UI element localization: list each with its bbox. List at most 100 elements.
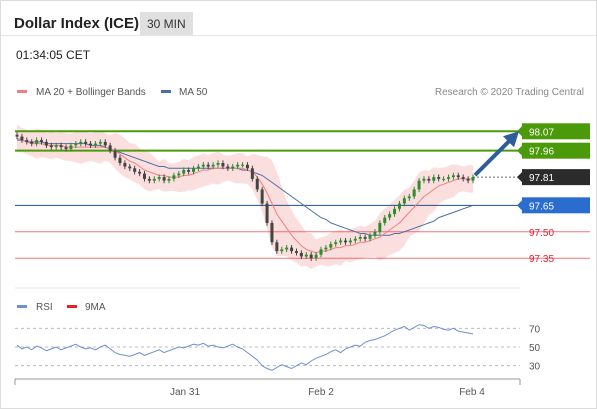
candle-body	[412, 189, 416, 197]
candle-body	[138, 171, 142, 174]
candle-body	[402, 198, 406, 204]
resistance-level-tag-pointer	[517, 145, 522, 156]
projection-arrow-head	[503, 131, 519, 148]
candle-body	[466, 178, 470, 181]
candle-body	[348, 240, 352, 243]
candle-body	[265, 203, 269, 223]
resistance-level-tag-pointer	[517, 126, 522, 137]
support-level-label: 97.35	[529, 254, 554, 265]
timeframe-badge[interactable]: 30 MIN	[140, 12, 193, 36]
support-level-label: 97.50	[529, 228, 554, 239]
chart-header: Dollar Index (ICE) 30 MIN	[1, 1, 596, 36]
candle-body	[378, 222, 382, 232]
candle-body	[417, 180, 421, 190]
pivot-level-tag-pointer	[517, 200, 522, 211]
rsi-tick-label: 30	[529, 362, 541, 373]
candle-body	[260, 189, 264, 204]
candle-body	[201, 164, 205, 167]
candle-body	[157, 177, 161, 179]
candle-body	[113, 150, 117, 158]
candle-body	[309, 254, 313, 259]
candle-body	[314, 254, 318, 259]
candle-body	[294, 251, 298, 253]
ma20-legend-swatch	[17, 90, 27, 93]
candle-body	[437, 177, 441, 179]
pivot-level-label: 97.65	[529, 201, 554, 212]
ma20-legend-label: MA 20 + Bollinger Bands	[36, 87, 146, 98]
candle-body	[250, 168, 254, 179]
candle-body	[64, 147, 68, 149]
rsi-tick-label: 50	[529, 343, 541, 354]
candle-body	[383, 217, 387, 223]
candle-body	[432, 177, 436, 181]
candle-body	[142, 173, 146, 179]
ma50-legend-label: MA 50	[179, 87, 208, 98]
candle-body	[471, 177, 475, 181]
candle-body	[133, 168, 137, 172]
candle-body	[25, 140, 29, 142]
candle-body	[167, 178, 171, 181]
rsi-tick-label: 70	[529, 324, 541, 335]
candle-body	[358, 237, 362, 239]
candle-body	[79, 141, 83, 144]
candle-body	[152, 178, 156, 181]
candle-body	[59, 145, 63, 148]
ma20-line	[16, 137, 473, 254]
pivot-level-tag	[522, 197, 590, 214]
candle-body	[15, 134, 19, 137]
rsi-ma-legend-label: 9MA	[85, 302, 106, 313]
candle-body	[456, 175, 460, 178]
candle-body	[226, 166, 230, 169]
candle-body	[353, 238, 357, 241]
candle-body	[93, 143, 97, 146]
resistance-level-tag	[522, 142, 590, 159]
rsi-legend-swatch	[17, 305, 27, 308]
timestamp: 01:34:05 CET	[16, 48, 91, 62]
candle-body	[368, 235, 372, 239]
candle-body	[319, 249, 323, 255]
candle-body	[397, 203, 401, 209]
projection-arrow-shaft	[473, 138, 512, 177]
x-tick-label: Feb 2	[308, 387, 334, 398]
candle-body	[344, 240, 348, 243]
copyright-text: Research © 2020 Trading Central	[435, 87, 584, 98]
candle-body	[393, 208, 397, 215]
candle-body	[363, 237, 367, 239]
candle-body	[221, 163, 225, 167]
candle-body	[422, 178, 426, 181]
last-level-label: 97.81	[529, 173, 554, 184]
candle-body	[49, 145, 53, 148]
candle-body	[35, 140, 39, 144]
candle-body	[407, 196, 411, 199]
candle-body	[304, 254, 308, 257]
candle-body	[162, 177, 166, 181]
candle-body	[206, 164, 210, 167]
candle-body	[280, 249, 284, 252]
candle-body	[177, 173, 181, 176]
rsi-legend-label: RSI	[36, 302, 53, 313]
candle-body	[285, 247, 289, 250]
candle-body	[461, 177, 465, 179]
candle-body	[74, 143, 78, 146]
candle-body	[84, 141, 88, 144]
last-level-tag-pointer	[517, 172, 522, 183]
candle-body	[216, 163, 220, 165]
header-divider	[1, 35, 596, 36]
candle-body	[69, 145, 73, 149]
resistance-level-label: 98.07	[529, 127, 554, 138]
candle-body	[147, 178, 151, 181]
rsi-ma-legend-swatch	[67, 305, 77, 308]
candle-body	[270, 222, 274, 243]
candle-body	[290, 247, 294, 252]
rsi-panel: 70 50 30	[15, 324, 541, 373]
candle-body	[123, 163, 127, 167]
candle-body	[446, 177, 450, 179]
candle-body	[339, 240, 343, 243]
candle-body	[427, 178, 431, 181]
last-level-tag	[522, 169, 590, 186]
candle-body	[334, 242, 338, 245]
x-tick-label: Feb 4	[459, 387, 485, 398]
candle-body	[103, 141, 107, 146]
